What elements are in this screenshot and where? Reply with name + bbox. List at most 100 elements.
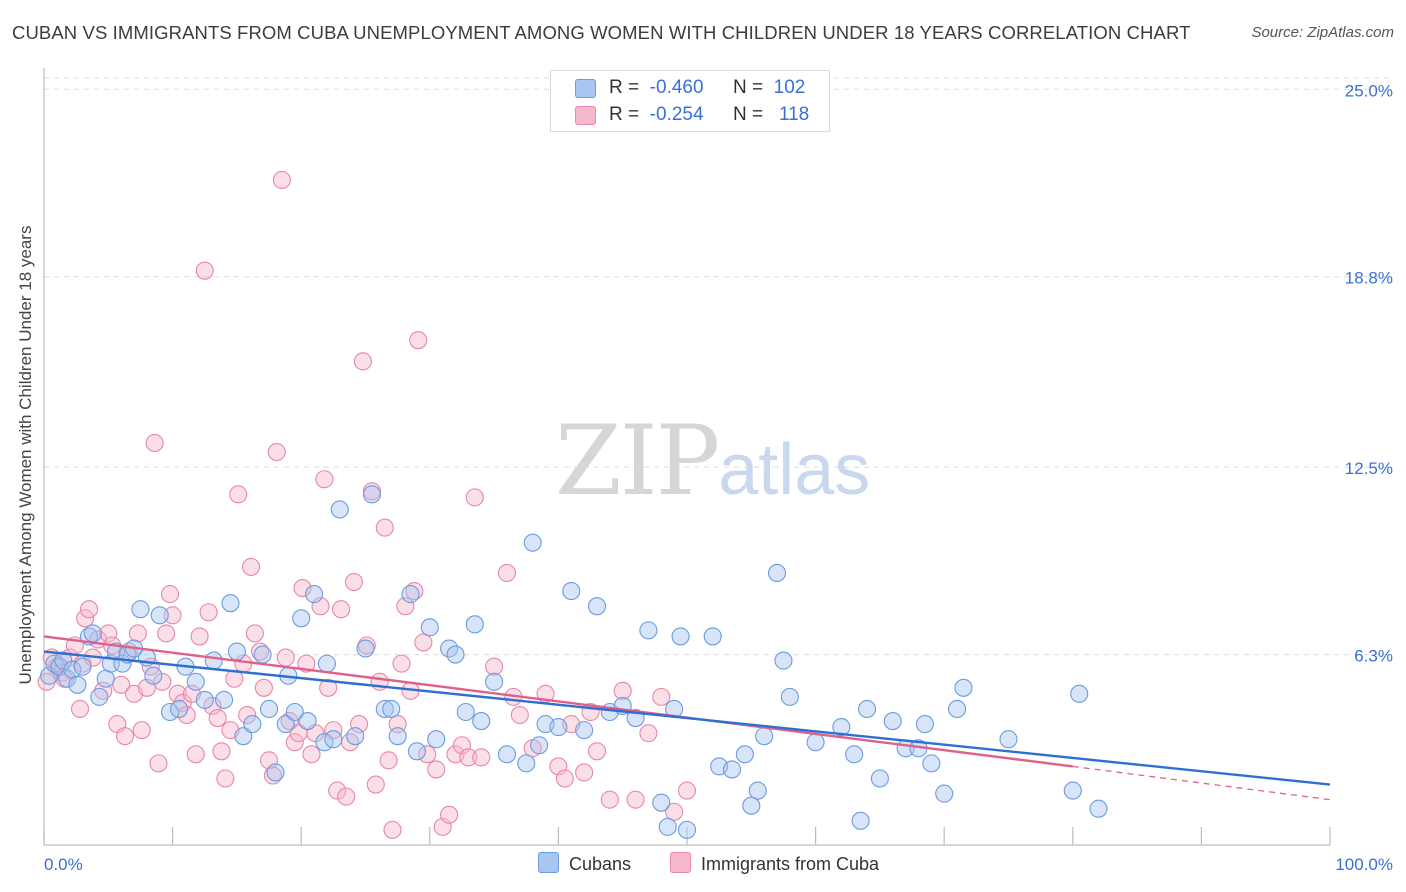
point-cuba: [163, 606, 182, 625]
point-cuba: [600, 790, 619, 809]
point-cuba: [267, 442, 286, 462]
x-tick-label: 100.0%: [1335, 855, 1393, 874]
point-cuba: [639, 724, 658, 743]
point-cubans: [472, 712, 491, 731]
point-cuba: [414, 633, 433, 652]
point-cubans: [703, 627, 722, 646]
point-cuba: [99, 624, 118, 643]
point-cubans: [755, 727, 774, 746]
point-cuba: [238, 705, 257, 725]
point-cuba: [153, 672, 172, 691]
point-cubans: [806, 733, 825, 752]
point-cubans: [954, 678, 973, 697]
point-cuba: [272, 170, 291, 190]
point-cuba: [328, 781, 347, 800]
source-label: Source: ZipAtlas.com: [1251, 24, 1394, 41]
point-cubans: [169, 699, 189, 719]
chart-title: CUBAN VS IMMIGRANTS FROM CUBA UNEMPLOYME…: [12, 22, 1191, 43]
point-cubans: [186, 672, 205, 691]
point-cuba: [319, 678, 338, 697]
point-cuba: [199, 603, 218, 622]
point-cubans: [883, 712, 902, 731]
point-cuba: [472, 748, 491, 767]
point-cuba: [112, 675, 131, 694]
correlation-legend: R = -0.460 N = 102 R = -0.254 N = 118: [550, 70, 830, 132]
point-cubans: [530, 736, 549, 755]
point-cubans: [456, 702, 475, 722]
point-cuba: [229, 485, 248, 504]
point-cubans: [317, 654, 336, 673]
legend-n-cuba: N = 118: [733, 104, 810, 125]
point-cubans: [922, 754, 941, 773]
point-cuba: [245, 624, 264, 643]
point-cubans: [324, 730, 343, 749]
point-cubans: [234, 727, 253, 746]
point-cubans: [735, 745, 754, 764]
point-cuba: [160, 585, 180, 604]
series-cubans-points: [40, 485, 1108, 839]
point-cubans: [485, 672, 504, 691]
point-cubans: [356, 639, 375, 658]
point-cubans: [73, 657, 92, 676]
point-cuba: [555, 769, 574, 788]
point-cuba: [353, 352, 372, 371]
legend-swatch-cubans: [575, 79, 596, 98]
point-cuba: [392, 654, 411, 673]
point-cubans: [1089, 799, 1108, 818]
point-cubans: [266, 763, 285, 782]
point-cuba: [186, 745, 205, 764]
point-cubans: [90, 687, 109, 706]
point-cubans: [131, 600, 150, 619]
point-cuba: [276, 648, 295, 667]
point-cubans: [305, 585, 324, 604]
legend-item-cubans: Cubans: [538, 852, 631, 875]
point-cubans: [40, 666, 59, 685]
legend-bottom-swatch-cuba: [670, 852, 691, 873]
point-cuba: [396, 597, 415, 616]
point-cubans: [58, 669, 77, 688]
point-cuba: [302, 745, 321, 764]
point-cuba: [241, 557, 261, 576]
point-cuba: [337, 787, 356, 806]
point-cubans: [658, 817, 677, 836]
watermark-zip: ZIP: [555, 405, 720, 517]
trendline-cuba: [43, 635, 1073, 768]
point-cubans: [346, 727, 365, 746]
point-cubans: [851, 811, 870, 830]
point-cubans: [517, 754, 536, 773]
point-cuba: [250, 642, 270, 661]
point-cubans: [639, 621, 658, 640]
point-cubans: [999, 730, 1018, 749]
point-cuba: [665, 802, 684, 821]
point-cuba: [677, 781, 697, 800]
series-legend: Cubans Immigrants from Cuba: [0, 852, 1406, 878]
point-cubans: [227, 642, 246, 661]
watermark-atlas: atlas: [718, 430, 871, 510]
point-cubans: [677, 820, 697, 839]
watermark: ZIPatlas: [555, 405, 870, 517]
point-cubans: [857, 699, 877, 719]
point-cubans: [935, 784, 954, 803]
legend-bottom-swatch-cubans: [538, 852, 559, 873]
point-cubans: [671, 627, 690, 646]
point-cuba: [379, 751, 398, 770]
point-cuba: [427, 760, 446, 779]
point-cuba: [418, 745, 437, 764]
point-cubans: [767, 563, 787, 582]
point-cuba: [168, 684, 187, 703]
point-cubans: [742, 796, 761, 815]
y-tick-label: 12.5%: [1345, 459, 1393, 478]
legend-row-cuba: R = -0.254 N = 118: [551, 102, 829, 128]
point-cuba: [375, 518, 394, 537]
point-cuba: [409, 331, 428, 350]
point-cuba: [145, 433, 164, 453]
point-cubans: [722, 760, 742, 779]
point-cubans: [243, 715, 262, 734]
legend-swatch-cuba: [575, 106, 596, 125]
point-cuba: [254, 678, 273, 697]
point-cubans: [549, 718, 568, 737]
series-cuba-points: [37, 170, 697, 839]
point-cubans: [774, 651, 793, 670]
point-cubans: [1063, 781, 1082, 800]
point-cubans: [427, 730, 446, 749]
